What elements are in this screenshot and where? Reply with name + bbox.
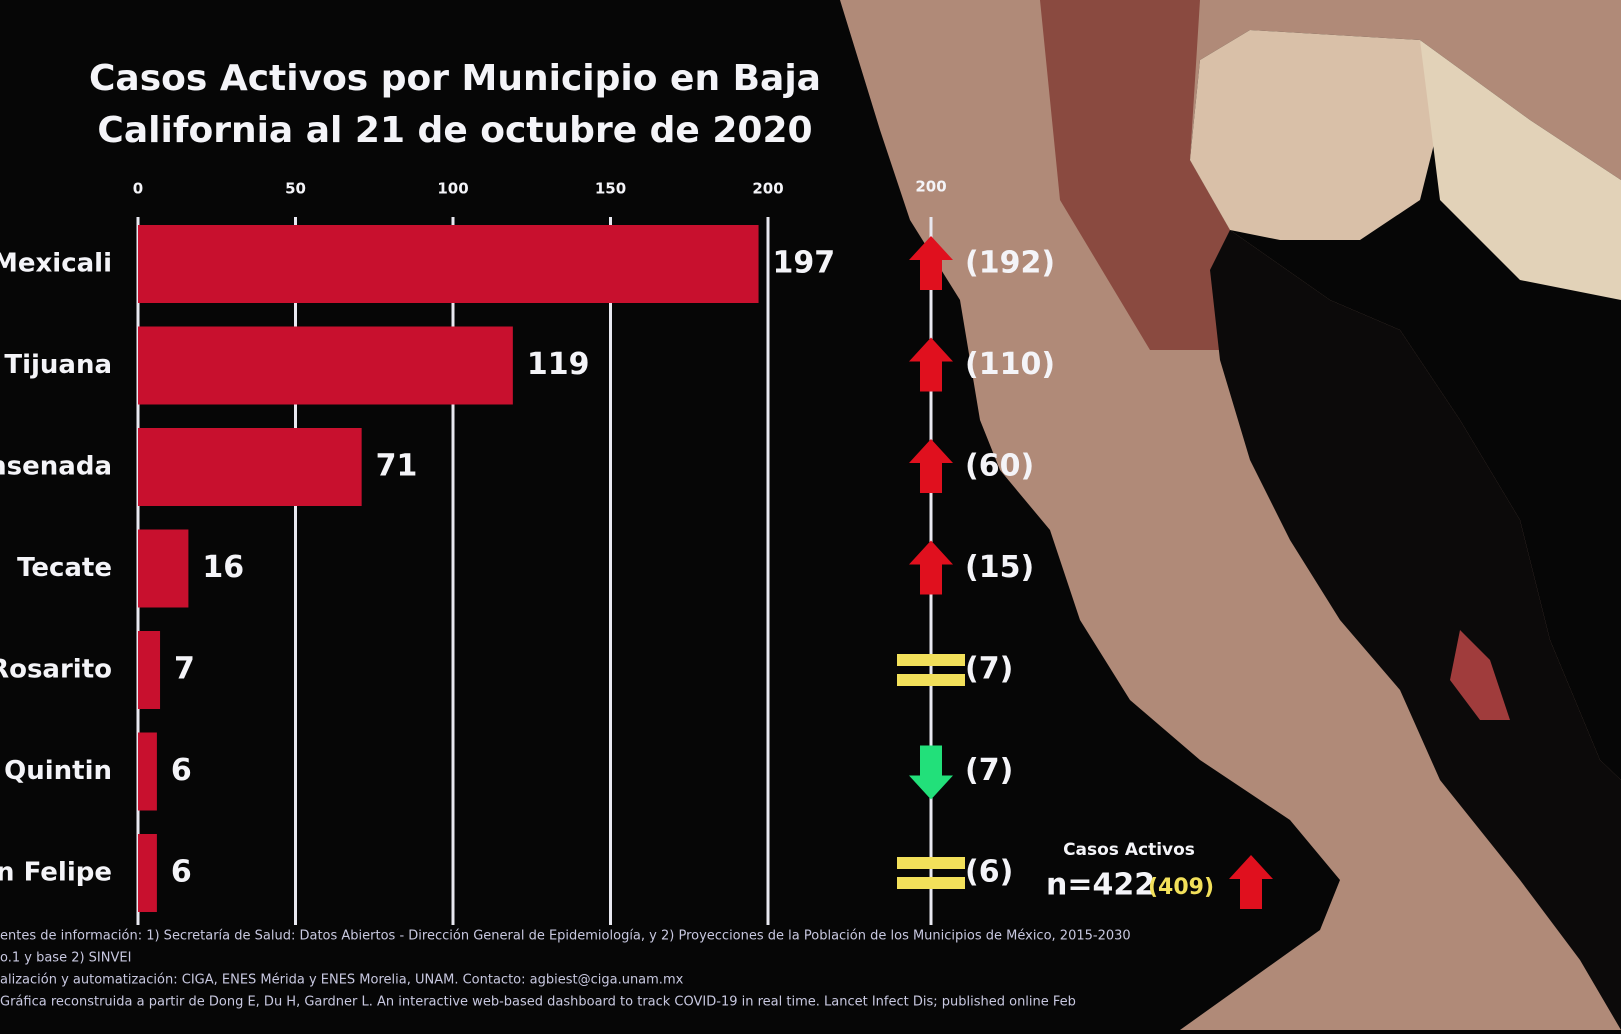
previous-label: (7) xyxy=(965,753,1013,788)
value-label: 71 xyxy=(376,449,418,484)
bar xyxy=(138,834,157,912)
total-trend-icon xyxy=(1229,855,1273,909)
y-tick-label: Ensenada xyxy=(0,452,112,482)
value-label: 6 xyxy=(171,753,192,788)
x-tick-label: 100 xyxy=(437,180,468,198)
trend-icon xyxy=(897,654,965,666)
x-tick-label: 150 xyxy=(595,180,626,198)
trend-icon xyxy=(909,439,953,493)
y-tick-label: Tecate xyxy=(17,553,112,583)
bar xyxy=(138,529,189,608)
y-tick-label: an Felipe xyxy=(0,858,112,888)
chart-title: California al 21 de octubre de 2020 xyxy=(97,110,812,151)
bar xyxy=(138,631,161,709)
x-tick-label: 50 xyxy=(285,180,306,198)
previous-label: (6) xyxy=(965,855,1013,890)
total-previous: (409) xyxy=(1148,875,1214,900)
previous-label: (110) xyxy=(965,347,1055,382)
trend-icon xyxy=(897,857,965,869)
footer-text: entes de información: 1) Secretaría de S… xyxy=(0,929,1131,944)
value-label: 197 xyxy=(773,246,836,281)
footer-text: Gráfica reconstruida a partir de Dong E,… xyxy=(0,995,1076,1010)
trend-icon xyxy=(897,877,965,889)
total-label: Casos Activos xyxy=(1063,840,1195,860)
y-tick-label: Rosarito xyxy=(0,655,112,685)
trend-icon xyxy=(909,540,953,595)
value-label: 7 xyxy=(174,652,195,687)
value-label: 119 xyxy=(527,347,590,382)
trend-axis-label: 200 xyxy=(915,178,946,196)
y-tick-label: Mexicali xyxy=(0,249,112,279)
value-label: 16 xyxy=(202,550,244,585)
previous-label: (15) xyxy=(965,550,1034,585)
previous-label: (60) xyxy=(965,449,1034,484)
x-tick-label: 200 xyxy=(752,180,783,198)
bar xyxy=(138,428,362,506)
previous-label: (7) xyxy=(965,652,1013,687)
bar xyxy=(138,732,157,811)
trend-icon xyxy=(909,337,953,392)
value-label: 6 xyxy=(171,855,192,890)
chart-title: Casos Activos por Municipio en Baja xyxy=(89,58,821,99)
trend-icon xyxy=(909,236,953,290)
x-tick-label: 0 xyxy=(133,180,143,198)
y-tick-label: n Quintin xyxy=(0,756,112,786)
previous-label: (192) xyxy=(965,246,1055,281)
footer-text: alización y automatización: CIGA, ENES M… xyxy=(0,973,684,988)
trend-icon xyxy=(897,674,965,686)
footer-text: o.1 y base 2) SINVEI xyxy=(0,951,131,966)
total-value: n=422 xyxy=(1046,868,1155,903)
y-tick-label: Tijuana xyxy=(4,350,112,380)
trend-icon xyxy=(909,745,953,800)
bar xyxy=(138,225,759,303)
bar xyxy=(138,326,513,405)
